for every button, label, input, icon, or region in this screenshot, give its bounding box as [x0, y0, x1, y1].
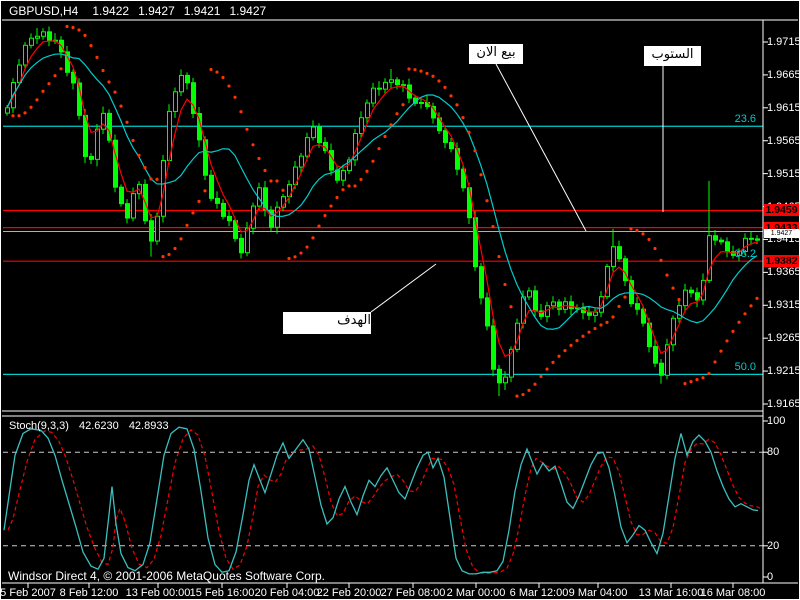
- price-axis-label: 1.9665: [767, 68, 800, 81]
- ohlc-high: 1.9427: [138, 4, 175, 18]
- price-axis-label: 1.9565: [767, 134, 800, 147]
- price-axis-label: 1.9215: [767, 365, 800, 378]
- time-axis-label: 9 Mar 04:00: [568, 587, 628, 599]
- price-axis-label: 1.9715: [767, 36, 800, 48]
- stoch-scale-label: 80: [767, 446, 780, 459]
- level-price-box: 1.9382: [764, 255, 799, 268]
- time-axis-label: 13 Feb 00:00: [125, 587, 191, 599]
- time-axis-label: 6 Mar 12:00: [509, 587, 569, 599]
- price-axis-label: 1.9365: [767, 266, 800, 279]
- annotation-sell-now[interactable]: بيع الان: [469, 44, 523, 64]
- annotation-target[interactable]: الهدف: [283, 312, 371, 334]
- time-axis-label: 2 Mar 00:00: [446, 587, 506, 599]
- time-axis-label: 20 Feb 04:00: [254, 587, 320, 599]
- time-axis-label: 13 Mar 16:00: [638, 587, 704, 599]
- stoch-scale-label: 0: [767, 571, 774, 583]
- stoch-name: Stoch(9,3,3): [9, 420, 69, 432]
- symbol-timeframe: GBPUSD,H4: [9, 4, 79, 18]
- time-axis-label: 16 Mar 08:00: [700, 587, 766, 599]
- price-axis-label: 1.9265: [767, 332, 800, 345]
- ohlc-open: 1.9422: [92, 4, 130, 18]
- price-axis-label: 1.9615: [767, 101, 800, 114]
- price-axis-label: 1.9165: [767, 398, 800, 410]
- stoch-indicator-label: Stoch(9,3,3) 42.6230 42.8933: [9, 420, 176, 432]
- current-price-box: 1.9427: [764, 228, 799, 238]
- copyright-text: Windsor Direct 4, © 2001-2006 MetaQuotes…: [8, 569, 325, 583]
- ohlc-close: 1.9427: [229, 4, 267, 18]
- fib-label-38.2: 38.2: [734, 248, 756, 261]
- price-axis-label: 1.9315: [767, 299, 800, 312]
- fib-label-23.6: 23.6: [734, 113, 756, 126]
- ohlc-low: 1.9421: [183, 4, 221, 18]
- stoch-value-d: 42.8933: [128, 420, 169, 432]
- time-axis-label: 8 Feb 12:00: [59, 587, 119, 599]
- annotation-stop[interactable]: الستوب: [644, 46, 701, 66]
- time-axis-label: 27 Feb 08:00: [380, 587, 446, 599]
- stoch-value-k: 42.6230: [78, 420, 119, 432]
- time-axis-label: 22 Feb 20:00: [316, 587, 382, 599]
- price-axis-label: 1.9515: [767, 167, 800, 180]
- fib-label-50.0: 50.0: [734, 361, 756, 374]
- time-axis-label: 15 Feb 16:00: [189, 587, 255, 599]
- stoch-scale-label: 20: [767, 539, 780, 552]
- time-axis-label: 5 Feb 2007: [0, 587, 56, 599]
- level-price-box: 1.9459: [764, 204, 799, 217]
- stoch-scale-label: 100: [767, 415, 786, 427]
- chart-title: GBPUSD,H4 1.9422 1.9427 1.9421 1.9427: [9, 4, 275, 19]
